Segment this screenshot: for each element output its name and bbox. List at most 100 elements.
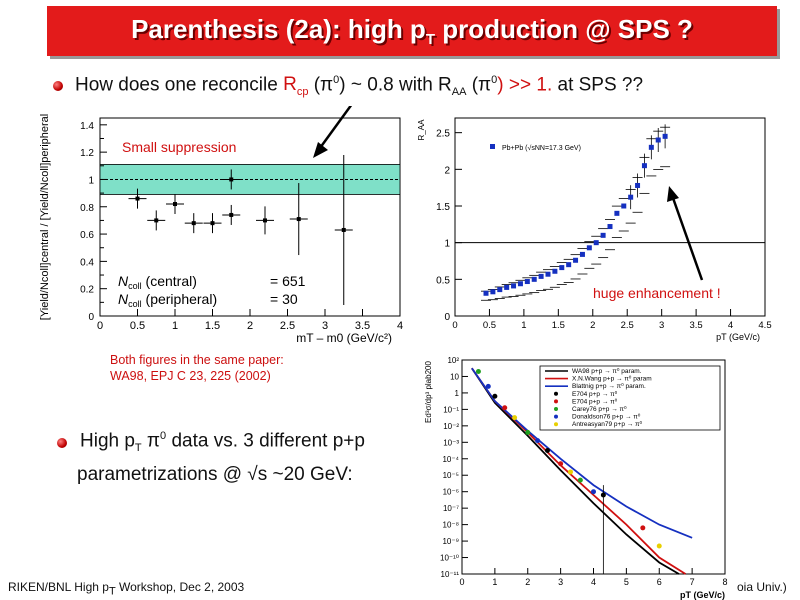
data-point bbox=[567, 469, 573, 475]
y-tick-label: 1.2 bbox=[80, 148, 94, 159]
data-point bbox=[614, 210, 620, 216]
data-point bbox=[535, 438, 541, 444]
x-tick-label: 4 bbox=[728, 320, 733, 331]
legend-label: E704 p+p → π⁰ bbox=[572, 390, 618, 398]
legend-label: Antreasyan79 p+p → π⁰ bbox=[572, 420, 643, 428]
x-tick-label: 1 bbox=[492, 577, 497, 587]
y-tick-label: 10⁻⁹ bbox=[442, 537, 459, 546]
y-tick-label: 0 bbox=[88, 312, 94, 323]
legend-label: Donaldson76 p+p → π⁰ bbox=[572, 413, 641, 421]
x-tick-label: 3.5 bbox=[690, 320, 703, 331]
data-point bbox=[656, 543, 662, 549]
y-tick-label: 1 bbox=[88, 175, 94, 186]
legend-marker bbox=[554, 414, 558, 419]
x-tick-label: 1.5 bbox=[552, 320, 565, 331]
x-tick-label: 3 bbox=[558, 577, 563, 587]
x-tick-label: 0 bbox=[459, 577, 464, 587]
bullet-text-2-line-1: High pT π0 data vs. 3 different p+p bbox=[80, 430, 365, 455]
x-tick-label: 4 bbox=[397, 320, 403, 332]
y-tick-label: 10 bbox=[450, 372, 459, 381]
data-point bbox=[512, 415, 518, 421]
x-tick-label: 2 bbox=[525, 577, 530, 587]
x-tick-label: 0.5 bbox=[130, 320, 145, 332]
data-point bbox=[593, 240, 599, 246]
x-tick-label: 4 bbox=[591, 577, 596, 587]
data-point bbox=[492, 393, 498, 399]
data-point bbox=[497, 287, 503, 293]
x-tick-label: 3.5 bbox=[355, 320, 370, 332]
data-point bbox=[135, 196, 140, 201]
chart-pp-plot: 10⁻¹¹10⁻¹⁰10⁻⁹10⁻⁸10⁻⁷10⁻⁶10⁻⁵10⁻⁴10⁻³10… bbox=[424, 356, 728, 600]
y-tick-label: 0.6 bbox=[80, 230, 94, 241]
y-tick-label: 10⁻⁷ bbox=[443, 504, 459, 513]
y-axis-label: [Yield/Ncoll]central / [Yield/Ncoll]peri… bbox=[39, 114, 51, 320]
data-point bbox=[586, 245, 592, 251]
data-point bbox=[591, 489, 596, 495]
data-point bbox=[191, 221, 196, 226]
x-tick-label: 0 bbox=[97, 320, 103, 332]
data-point bbox=[641, 163, 647, 169]
x-tick-label: 6 bbox=[657, 577, 662, 587]
x-tick-label: 7 bbox=[690, 577, 695, 587]
data-point bbox=[296, 217, 301, 222]
legend-value: = 651 bbox=[270, 273, 306, 289]
y-tick-label: 1.5 bbox=[436, 202, 450, 213]
data-point bbox=[579, 251, 585, 257]
x-axis-label: pT (GeV/c) bbox=[680, 590, 725, 600]
x-tick-label: 4.5 bbox=[758, 320, 771, 331]
chart-rcp: 0 0.2 0.4 0.6 0.8 1 1.2 1.4 0 0.5 1 1.5 2 2.5 3 3.5 4 mT … bbox=[39, 106, 403, 345]
data-point bbox=[628, 194, 634, 200]
param-curve bbox=[471, 367, 693, 539]
x-tick-label: 2 bbox=[247, 320, 253, 332]
plot-frame bbox=[99, 117, 401, 317]
y-tick-label: 10⁻⁸ bbox=[443, 521, 460, 530]
legend-marker bbox=[490, 144, 495, 149]
footer-left: RIKEN/BNL High pT Workshop, Dec 2, 2003 bbox=[8, 580, 245, 598]
y-tick-label: 10⁻⁵ bbox=[443, 471, 459, 480]
data-point bbox=[600, 232, 606, 238]
data-point bbox=[511, 283, 517, 289]
y-tick-label: 10⁻¹¹ bbox=[441, 570, 460, 579]
bullet-icon bbox=[57, 438, 67, 448]
legend-box bbox=[539, 365, 721, 431]
data-point bbox=[229, 177, 234, 182]
arrow-head bbox=[667, 186, 679, 202]
chart-raa-plot: 0 0.5 1 1.5 2 2.5 0 0.5 1 1.5 2 2.5 3 3.5 4 4.5pT (GeV/… bbox=[417, 117, 772, 342]
param-curve bbox=[471, 367, 680, 575]
data-point bbox=[490, 289, 496, 295]
legend-label: Carey76 p+p → π⁰ bbox=[572, 405, 627, 413]
annotation-huge-enhancement: huge enhancement ! bbox=[593, 285, 721, 301]
data-point bbox=[607, 224, 613, 230]
arrow-head bbox=[313, 142, 328, 158]
data-point bbox=[621, 203, 627, 209]
data-point bbox=[544, 448, 550, 454]
y-tick-label: 10⁻⁴ bbox=[442, 455, 459, 464]
y-tick-label: 10⁻² bbox=[443, 422, 459, 431]
data-point bbox=[341, 227, 346, 232]
legend-marker bbox=[554, 391, 558, 396]
x-tick-label: 2 bbox=[590, 320, 595, 331]
data-point bbox=[531, 276, 537, 282]
legend-label: WA98 p+p → π⁰ param. bbox=[572, 367, 642, 375]
data-point bbox=[502, 405, 508, 411]
footer-right: oia Univ.) bbox=[737, 580, 787, 594]
y-tick-label: 1 bbox=[455, 389, 460, 398]
legend-label: X.N.Wang p+p → π⁰ param bbox=[572, 375, 652, 383]
x-tick-label: 0.5 bbox=[483, 320, 496, 331]
y-tick-label: 10² bbox=[447, 356, 459, 365]
y-tick-label: 0.5 bbox=[436, 275, 450, 286]
data-point bbox=[154, 218, 159, 223]
data-point bbox=[475, 369, 481, 375]
data-point bbox=[210, 221, 215, 226]
data-point bbox=[552, 268, 558, 274]
data-point bbox=[558, 461, 564, 467]
data-point bbox=[545, 271, 551, 277]
x-tick-label: 5 bbox=[624, 577, 629, 587]
legend-marker bbox=[554, 422, 558, 427]
y-tick-label: 0 bbox=[444, 312, 450, 323]
bullet-text-2-line-2: parametrizations @ √s ~20 GeV: bbox=[77, 464, 353, 485]
y-tick-label: 10⁻⁶ bbox=[443, 488, 459, 497]
x-tick-label: 2.5 bbox=[280, 320, 295, 332]
data-point bbox=[229, 212, 234, 217]
legend-marker bbox=[554, 399, 558, 404]
